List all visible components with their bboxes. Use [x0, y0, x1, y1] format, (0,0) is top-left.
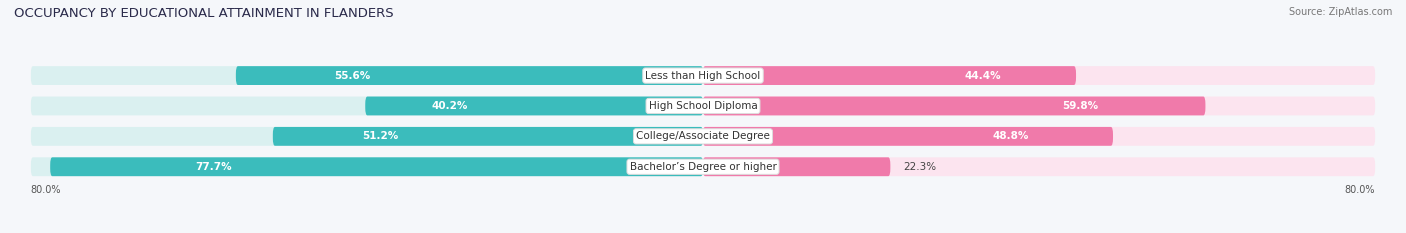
FancyBboxPatch shape: [31, 96, 703, 115]
Text: 48.8%: 48.8%: [993, 131, 1029, 141]
Text: 59.8%: 59.8%: [1062, 101, 1098, 111]
Text: OCCUPANCY BY EDUCATIONAL ATTAINMENT IN FLANDERS: OCCUPANCY BY EDUCATIONAL ATTAINMENT IN F…: [14, 7, 394, 20]
FancyBboxPatch shape: [236, 66, 703, 85]
FancyBboxPatch shape: [703, 127, 1375, 146]
FancyBboxPatch shape: [703, 127, 1114, 146]
FancyBboxPatch shape: [703, 66, 1375, 85]
Text: High School Diploma: High School Diploma: [648, 101, 758, 111]
Text: 40.2%: 40.2%: [432, 101, 468, 111]
FancyBboxPatch shape: [703, 96, 1205, 115]
FancyBboxPatch shape: [273, 127, 703, 146]
Text: Source: ZipAtlas.com: Source: ZipAtlas.com: [1288, 7, 1392, 17]
Text: 80.0%: 80.0%: [1344, 185, 1375, 195]
FancyBboxPatch shape: [703, 96, 1375, 115]
FancyBboxPatch shape: [703, 66, 1076, 85]
Text: 77.7%: 77.7%: [195, 162, 232, 172]
FancyBboxPatch shape: [366, 96, 703, 115]
FancyBboxPatch shape: [51, 157, 703, 176]
FancyBboxPatch shape: [703, 157, 890, 176]
FancyBboxPatch shape: [31, 66, 703, 85]
Legend: Owner-occupied, Renter-occupied: Owner-occupied, Renter-occupied: [591, 230, 815, 233]
FancyBboxPatch shape: [31, 127, 703, 146]
Text: 55.6%: 55.6%: [335, 71, 371, 81]
Text: Bachelor’s Degree or higher: Bachelor’s Degree or higher: [630, 162, 776, 172]
FancyBboxPatch shape: [31, 157, 703, 176]
Text: College/Associate Degree: College/Associate Degree: [636, 131, 770, 141]
Text: Less than High School: Less than High School: [645, 71, 761, 81]
FancyBboxPatch shape: [703, 157, 1375, 176]
Text: 80.0%: 80.0%: [31, 185, 62, 195]
Text: 51.2%: 51.2%: [363, 131, 398, 141]
Text: 44.4%: 44.4%: [965, 71, 1001, 81]
Text: 22.3%: 22.3%: [903, 162, 936, 172]
